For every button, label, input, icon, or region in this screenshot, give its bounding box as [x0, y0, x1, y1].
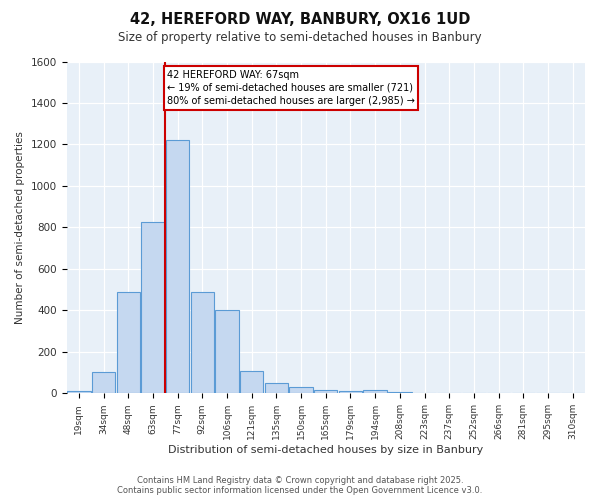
X-axis label: Distribution of semi-detached houses by size in Banbury: Distribution of semi-detached houses by … — [168, 445, 484, 455]
Bar — [388, 392, 412, 394]
Bar — [339, 392, 362, 394]
Text: Size of property relative to semi-detached houses in Banbury: Size of property relative to semi-detach… — [118, 32, 482, 44]
Bar — [191, 292, 214, 394]
Bar — [116, 292, 140, 394]
Bar — [364, 390, 387, 394]
Bar — [289, 387, 313, 394]
Bar — [166, 140, 190, 394]
Bar — [215, 310, 239, 394]
Bar — [240, 370, 263, 394]
Bar — [265, 383, 288, 394]
Y-axis label: Number of semi-detached properties: Number of semi-detached properties — [15, 131, 25, 324]
Text: 42 HEREFORD WAY: 67sqm
← 19% of semi-detached houses are smaller (721)
80% of se: 42 HEREFORD WAY: 67sqm ← 19% of semi-det… — [167, 70, 415, 106]
Text: Contains HM Land Registry data © Crown copyright and database right 2025.
Contai: Contains HM Land Registry data © Crown c… — [118, 476, 482, 495]
Bar — [67, 392, 91, 394]
Bar — [141, 222, 164, 394]
Bar — [314, 390, 337, 394]
Bar — [92, 372, 115, 394]
Text: 42, HEREFORD WAY, BANBURY, OX16 1UD: 42, HEREFORD WAY, BANBURY, OX16 1UD — [130, 12, 470, 28]
